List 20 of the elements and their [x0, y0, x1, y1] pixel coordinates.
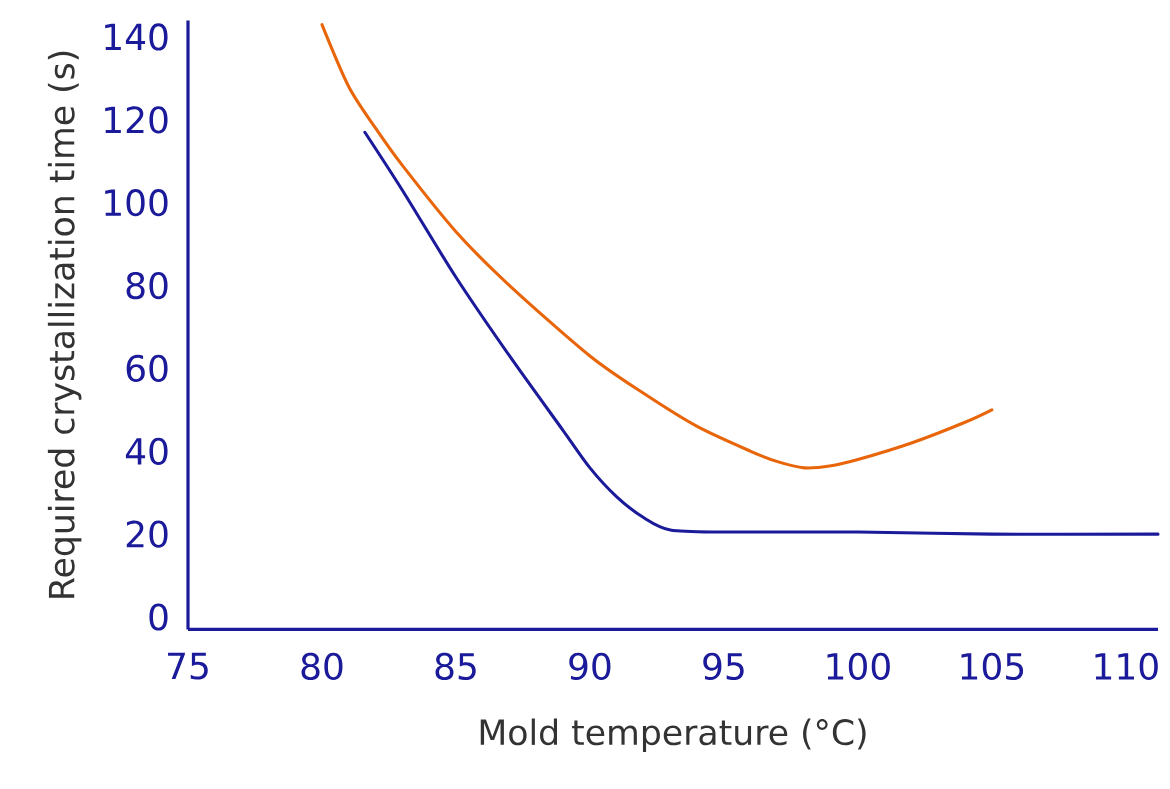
y-tick-label: 60 — [126, 354, 168, 383]
x-tick-label: 105 — [961, 652, 1024, 681]
y-tick-label: 100 — [105, 189, 168, 217]
y-tick-label: 20 — [126, 520, 168, 548]
x-tick-label: 90 — [569, 652, 611, 681]
x-tick-label: 85 — [435, 652, 476, 681]
y-tick-label: 80 — [126, 271, 168, 300]
y-tick-label: 0 — [149, 603, 168, 631]
y-tick-label: 140 — [105, 23, 168, 51]
x-tick-label: 110 — [1095, 652, 1158, 681]
x-tick-label: 75 — [168, 652, 208, 680]
line-series — [320, 23, 994, 470]
x-tick-label: 80 — [301, 652, 343, 681]
y-tick-label: 40 — [125, 437, 168, 465]
y-tick-label: 120 — [105, 106, 168, 134]
y-axis-title: Required crystallization time (s) — [47, 51, 82, 598]
x-axis-title: Mold temperature (°C) — [480, 718, 866, 753]
x-tick-label: 100 — [827, 652, 890, 681]
line-series — [363, 130, 1160, 536]
x-tick-label: 95 — [703, 652, 744, 681]
